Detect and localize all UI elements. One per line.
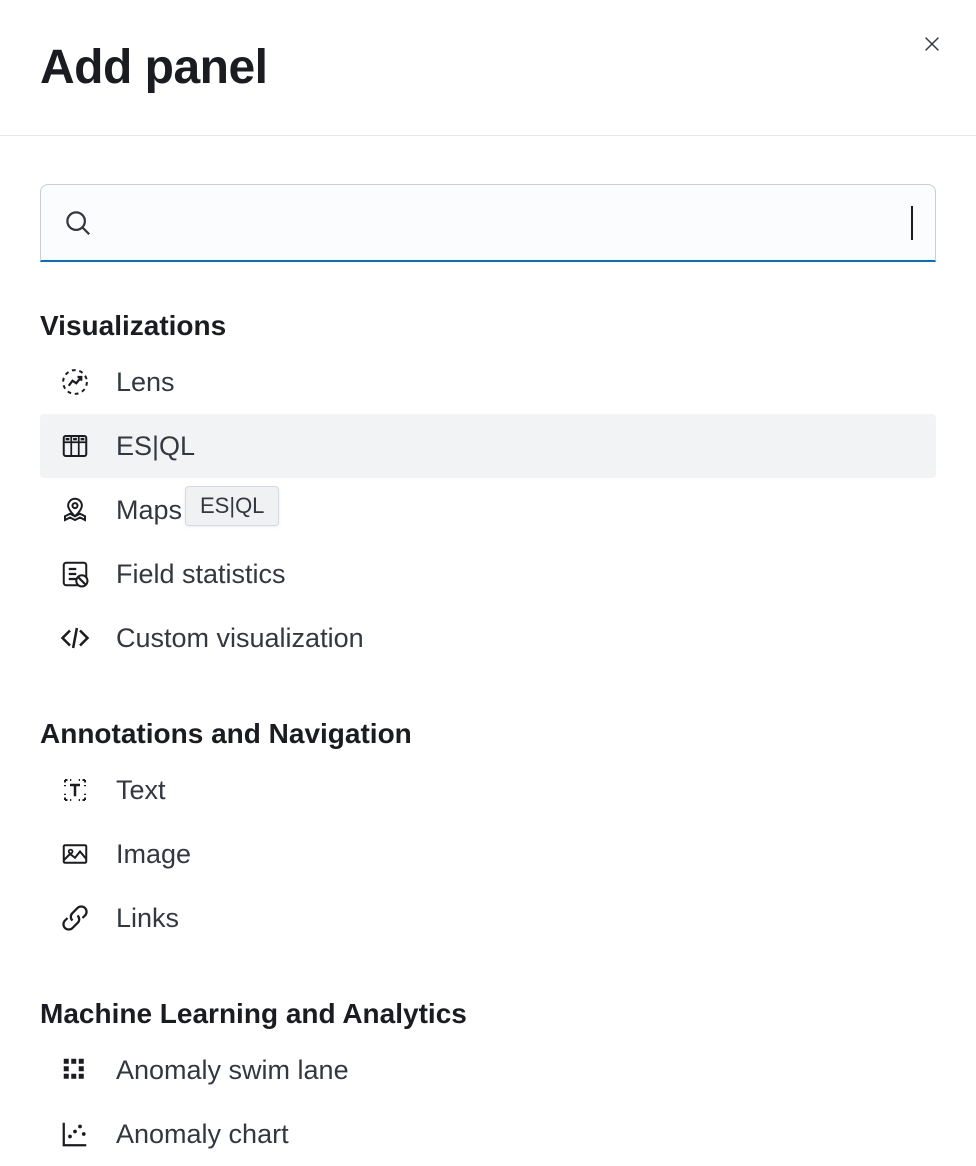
panel-option-custom-visualization[interactable]: Custom visualization xyxy=(40,606,936,670)
section-title: Annotations and Navigation xyxy=(40,718,936,750)
panel-option-anomaly-swim-lane[interactable]: Anomaly swim lane xyxy=(40,1038,936,1102)
panel-option-image[interactable]: Image xyxy=(40,822,936,886)
dialog-content: Visualizations Lens ES|QL Maps Field statist… xyxy=(0,136,976,1166)
panel-option-lens[interactable]: Lens xyxy=(40,350,936,414)
panel-option-label: Lens xyxy=(116,367,175,398)
panel-option-label: Anomaly swim lane xyxy=(116,1055,349,1086)
text-icon xyxy=(58,773,92,807)
search-icon xyxy=(63,208,93,238)
dialog-header: Add panel xyxy=(0,0,976,136)
panel-option-label: Custom visualization xyxy=(116,623,364,654)
lens-icon xyxy=(58,365,92,399)
panel-option-label: ES|QL xyxy=(116,431,195,462)
section: Machine Learning and Analytics Anomaly sw… xyxy=(40,998,936,1166)
panel-option-esql[interactable]: ES|QL xyxy=(40,414,936,478)
section-title: Visualizations xyxy=(40,310,936,342)
close-icon xyxy=(921,33,943,55)
panel-option-text[interactable]: Text xyxy=(40,758,936,822)
panel-option-links[interactable]: Links xyxy=(40,886,936,950)
text-cursor xyxy=(911,206,913,240)
link-icon xyxy=(58,901,92,935)
image-icon xyxy=(58,837,92,871)
field-stats-icon xyxy=(58,557,92,591)
maps-icon xyxy=(58,493,92,527)
esql-icon xyxy=(58,429,92,463)
panel-option-label: Field statistics xyxy=(116,559,286,590)
code-icon xyxy=(58,621,92,655)
panel-option-label: Links xyxy=(116,903,179,934)
close-button[interactable] xyxy=(916,28,948,60)
panel-option-label: Image xyxy=(116,839,191,870)
section: Annotations and Navigation Text Image Links xyxy=(40,718,936,950)
panel-option-maps[interactable]: Maps xyxy=(40,478,936,542)
panel-option-field-statistics[interactable]: Field statistics xyxy=(40,542,936,606)
panel-option-label: Maps xyxy=(116,495,182,526)
swimlane-icon xyxy=(58,1053,92,1087)
section: Visualizations Lens ES|QL Maps Field statist… xyxy=(40,310,936,670)
panel-option-anomaly-chart[interactable]: Anomaly chart xyxy=(40,1102,936,1166)
search-box[interactable] xyxy=(40,184,936,262)
section-title: Machine Learning and Analytics xyxy=(40,998,936,1030)
search-input[interactable] xyxy=(107,185,913,260)
anomaly-chart-icon xyxy=(58,1117,92,1151)
panel-option-label: Anomaly chart xyxy=(116,1119,289,1150)
dialog-title: Add panel xyxy=(40,40,936,95)
panel-option-label: Text xyxy=(116,775,166,806)
